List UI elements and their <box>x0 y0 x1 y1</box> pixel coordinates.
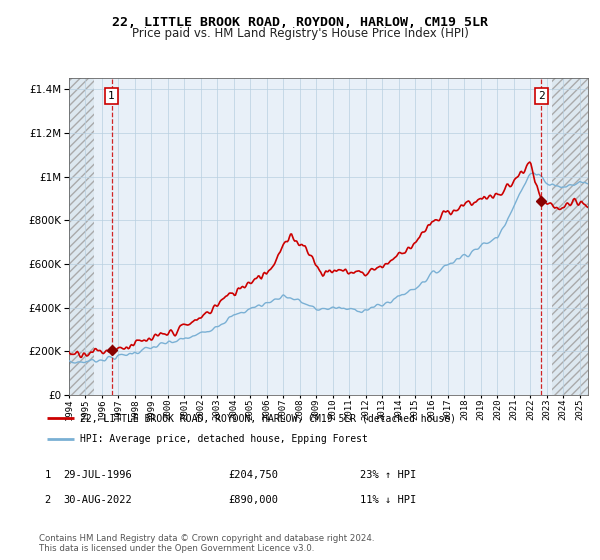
Text: 22, LITTLE BROOK ROAD, ROYDON, HARLOW, CM19 5LR (detached house): 22, LITTLE BROOK ROAD, ROYDON, HARLOW, C… <box>80 413 456 423</box>
Bar <box>552 78 588 395</box>
Bar <box>69 78 94 395</box>
Text: HPI: Average price, detached house, Epping Forest: HPI: Average price, detached house, Eppi… <box>80 433 368 444</box>
Text: 1: 1 <box>108 91 115 101</box>
Text: 30-AUG-2022: 30-AUG-2022 <box>63 495 132 505</box>
Text: 1: 1 <box>44 470 50 480</box>
Text: 11% ↓ HPI: 11% ↓ HPI <box>360 495 416 505</box>
Text: £890,000: £890,000 <box>228 495 278 505</box>
Text: £204,750: £204,750 <box>228 470 278 480</box>
Text: 2: 2 <box>538 91 545 101</box>
Text: 29-JUL-1996: 29-JUL-1996 <box>63 470 132 480</box>
Text: Contains HM Land Registry data © Crown copyright and database right 2024.
This d: Contains HM Land Registry data © Crown c… <box>39 534 374 553</box>
Text: 2: 2 <box>44 495 50 505</box>
Text: Price paid vs. HM Land Registry's House Price Index (HPI): Price paid vs. HM Land Registry's House … <box>131 27 469 40</box>
Text: 22, LITTLE BROOK ROAD, ROYDON, HARLOW, CM19 5LR: 22, LITTLE BROOK ROAD, ROYDON, HARLOW, C… <box>112 16 488 29</box>
Text: 23% ↑ HPI: 23% ↑ HPI <box>360 470 416 480</box>
